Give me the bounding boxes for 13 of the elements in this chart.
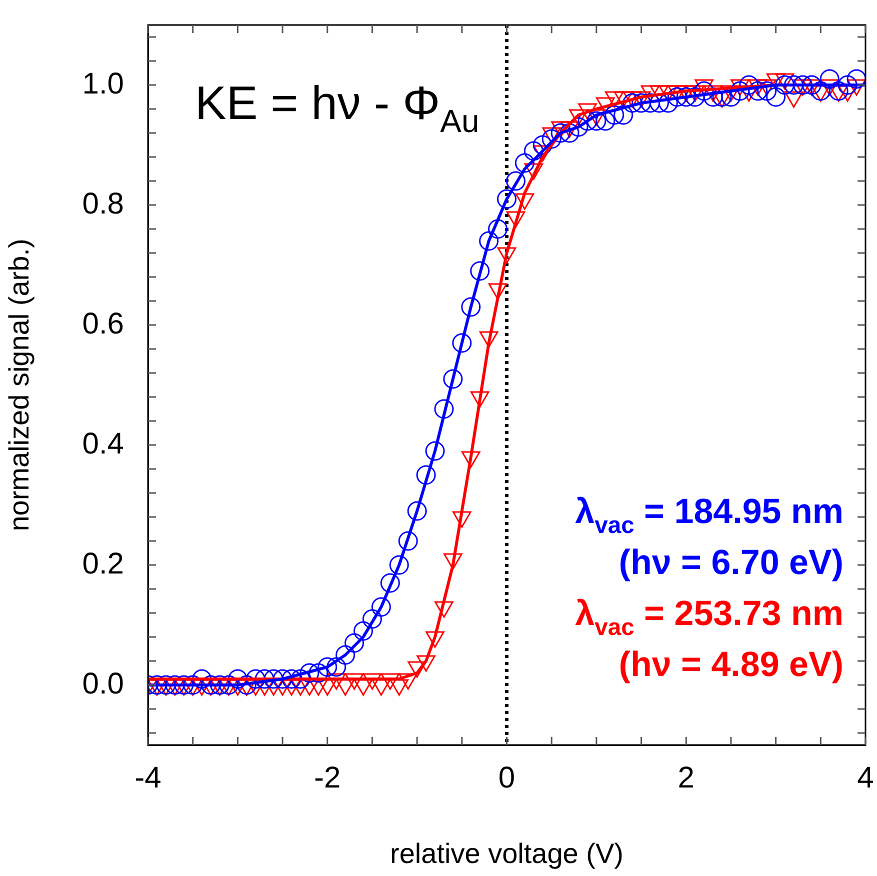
- y-tick-label: 0.4: [82, 427, 124, 460]
- x-axis-title: relative voltage (V): [390, 838, 624, 869]
- y-tick-label: 0.8: [82, 187, 124, 220]
- y-axis-title: normalized signal (arb.): [4, 238, 35, 532]
- x-tick-label: -4: [134, 761, 162, 794]
- x-tick-label: -2: [314, 761, 341, 794]
- y-tick-label: 0.0: [82, 667, 124, 700]
- y-tick-label: 0.2: [82, 547, 124, 580]
- y-tick-label: 1.0: [82, 67, 124, 100]
- x-tick-label: 2: [678, 761, 694, 794]
- y-tick-label: 0.6: [82, 307, 124, 340]
- x-tick-label: 0: [498, 761, 516, 794]
- x-tick-label: 4: [857, 761, 874, 794]
